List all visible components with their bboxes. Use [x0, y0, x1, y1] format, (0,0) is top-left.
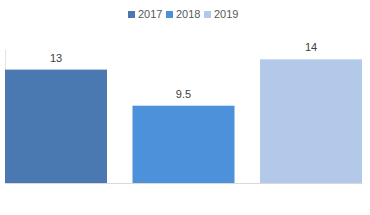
- legend-item: 2018: [166, 8, 200, 20]
- data-label: 13: [50, 52, 62, 64]
- chart: 13 9.5 14 2017 2018 2019: [0, 0, 370, 215]
- legend-label: 2017: [138, 8, 162, 20]
- x-axis-line: [6, 183, 363, 184]
- legend-swatch: [204, 11, 211, 18]
- bar: [133, 106, 235, 183]
- data-label: 14: [305, 41, 317, 53]
- legend-swatch: [166, 11, 173, 18]
- data-labels: 13 9.5 14: [50, 41, 317, 99]
- bars: [5, 59, 362, 183]
- bar: [260, 59, 362, 183]
- legend-item: 2017: [128, 8, 162, 20]
- legend-item: 2019: [204, 8, 238, 20]
- legend-label: 2019: [214, 8, 238, 20]
- legend: 2017 2018 2019: [128, 8, 238, 20]
- bar: [5, 70, 107, 183]
- legend-label: 2018: [176, 8, 200, 20]
- data-label: 9.5: [176, 88, 191, 100]
- legend-swatch: [128, 11, 135, 18]
